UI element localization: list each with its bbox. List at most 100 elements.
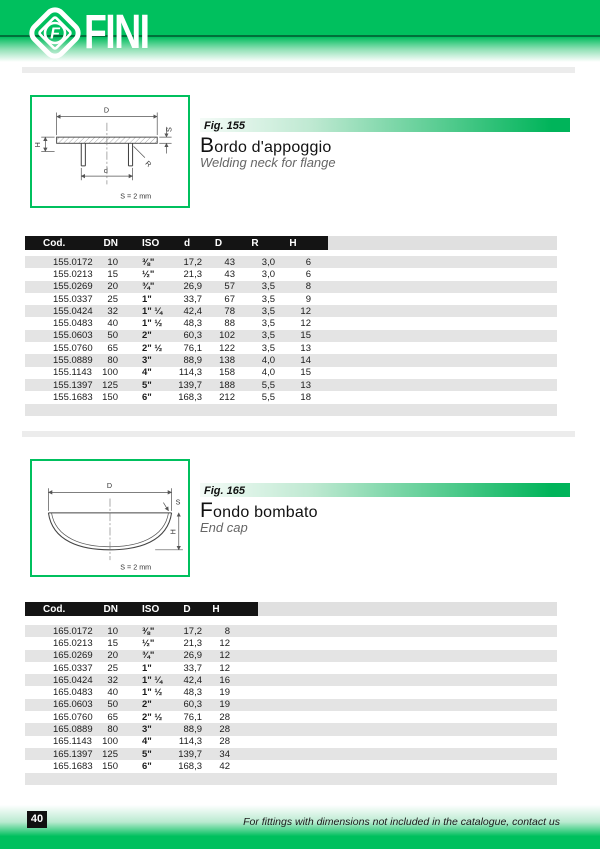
- table-cell: 12: [300, 305, 311, 317]
- table-cell: 139,7: [178, 379, 202, 391]
- dim-label-R: R: [143, 160, 152, 169]
- table-cell: 4": [142, 367, 152, 379]
- flange-diagram-box: D H d R: [30, 95, 190, 208]
- table-row: 165.0213 15 ½" 21,3 12: [25, 637, 557, 650]
- thickness-note: S = 2 mm: [120, 193, 151, 201]
- page-number: 40: [27, 811, 47, 828]
- table-row: 155.0424 32 1" ¼ 42,4 78 3,5 12: [25, 305, 557, 318]
- table-cell: 165.0424: [53, 674, 93, 686]
- table-cell: 155.0424: [53, 305, 93, 317]
- table-cell: 165.0172: [53, 625, 93, 637]
- column-header: ISO: [142, 237, 160, 249]
- table-cell: 21,3: [183, 268, 203, 280]
- table-cell: 1": [142, 662, 152, 674]
- table-cell: 40: [107, 687, 118, 699]
- table-cell: 165.0337: [53, 662, 93, 674]
- column-header: D: [214, 237, 223, 249]
- table-cell: 4,0: [261, 355, 275, 367]
- table-cell: 88: [224, 318, 235, 330]
- table-cell: 2" ½: [142, 711, 163, 723]
- dim-label-H: H: [34, 142, 42, 147]
- column-header: d: [183, 237, 191, 249]
- table-cell: 60,3: [183, 699, 203, 711]
- table-cell: 32: [107, 674, 118, 686]
- table-cell: 50: [107, 330, 118, 342]
- table-row: 155.0603 50 2" 60,3 102 3,5 15: [25, 329, 557, 343]
- section-subtitle: Welding neck for flange: [200, 155, 336, 170]
- table-cell: 3,0: [261, 268, 275, 280]
- table-cell: 6: [305, 256, 311, 268]
- table-cell: 6: [305, 268, 311, 280]
- footer-note: For fittings with dimensions not include…: [243, 816, 560, 828]
- table-row: 165.0337 25 1" 33,7 12: [25, 661, 557, 675]
- table-cell: 42: [219, 760, 230, 772]
- table-cell: 2" ½: [142, 342, 163, 354]
- welding-neck-diagram: D H d R: [34, 107, 174, 201]
- section-title: Bordo d'appoggio: [200, 134, 332, 157]
- table-cell: 5": [142, 748, 152, 760]
- table-row: 155.0172 10 ⅜" 17,2 43 3,0 6: [25, 256, 557, 269]
- table-cell: 10: [107, 625, 118, 637]
- table-cell: 165.0483: [53, 687, 93, 699]
- dim-label-H: H: [170, 529, 178, 534]
- table-header-row: Cod. DN ISO d D R H: [25, 236, 557, 250]
- section-title: Fondo bombato: [200, 499, 318, 522]
- table-cell: 1" ¼: [142, 674, 163, 686]
- table-cell: 5,5: [261, 379, 275, 391]
- table-row: 155.1143 100 4" 114,3 158 4,0 15: [25, 366, 557, 379]
- table-cell: 28: [219, 724, 230, 736]
- table-cell: 12: [300, 318, 311, 330]
- table-cell: ½": [142, 268, 155, 280]
- table-cell: 48,3: [183, 687, 203, 699]
- table-row: 165.0269 20 ¾" 26,9 12: [25, 649, 557, 662]
- table-cell: 33,7: [183, 662, 203, 674]
- table-cell: 2": [142, 699, 152, 711]
- table-cell: 6": [142, 760, 152, 772]
- table-row: 165.1143 100 4" 114,3 28: [25, 735, 557, 748]
- table-cell: 155.0483: [53, 318, 93, 330]
- table-cell: 165.0603: [53, 699, 93, 711]
- table-cell: ¾": [142, 281, 155, 293]
- dim-label-S: S: [166, 127, 174, 132]
- separator: [22, 67, 575, 73]
- table-cell: 42,4: [183, 674, 203, 686]
- table-row: 165.0424 32 1" ¼ 42,4 16: [25, 674, 557, 687]
- table-cell: 48,3: [183, 318, 203, 330]
- table-row: 155.0760 65 2" ½ 76,1 122 3,5 13: [25, 342, 557, 355]
- table-cell: 3": [142, 724, 152, 736]
- table-row: 155.0213 15 ½" 21,3 43 3,0 6: [25, 268, 557, 281]
- table-cell: 168,3: [178, 391, 202, 403]
- fini-logo-icon: F: [29, 7, 81, 59]
- table-cell: 4": [142, 736, 152, 748]
- table-cell: 88,9: [183, 724, 203, 736]
- table-row: 155.0269 20 ¾" 26,9 57 3,5 8: [25, 280, 557, 293]
- table-cell: 76,1: [183, 342, 203, 354]
- table-cell: 3,0: [261, 256, 275, 268]
- table-cell: 100: [102, 367, 118, 379]
- table-cell: 165.0213: [53, 637, 93, 649]
- table-cell: 4,0: [261, 367, 275, 379]
- table-cell: 3,5: [261, 281, 275, 293]
- table-cell: 19: [219, 687, 230, 699]
- fig-label: Fig. 165: [204, 485, 245, 497]
- table-cell: 165.0889: [53, 724, 93, 736]
- table-cell: 114,3: [178, 367, 202, 379]
- table-row: 165.1397 125 5" 139,7 34: [25, 747, 557, 761]
- table-row: 155.0889 80 3" 88,9 138 4,0 14: [25, 354, 557, 367]
- table-cell: 165.0269: [53, 650, 93, 662]
- table-cell: 3,5: [261, 305, 275, 317]
- table-cell: 33,7: [183, 293, 203, 305]
- footer-band: 40 For fittings with dimensions not incl…: [0, 800, 600, 849]
- table-cell: 13: [300, 379, 311, 391]
- table-cell: 32: [107, 305, 118, 317]
- table-cell: 125: [102, 379, 118, 391]
- table-cell: ¾": [142, 650, 155, 662]
- table-cell: 3,5: [261, 293, 275, 305]
- table-cell: 3,5: [261, 318, 275, 330]
- table-cell: 114,3: [178, 736, 202, 748]
- table-row-empty: [25, 772, 557, 785]
- table-cell: 3,5: [261, 330, 275, 342]
- table-row: 155.0337 25 1" 33,7 67 3,5 9: [25, 292, 557, 306]
- table-cell: ⅜": [142, 256, 155, 268]
